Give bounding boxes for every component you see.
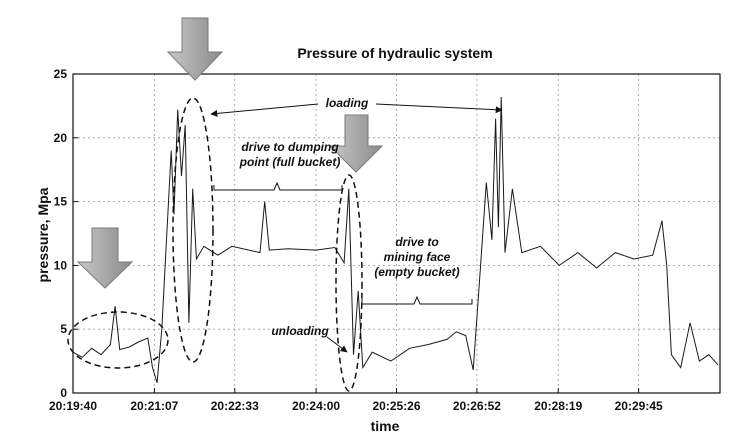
big-down-arrow-loading	[166, 17, 224, 81]
x-tick-label-7: 20:29:45	[615, 399, 663, 413]
big-down-arrow-unloading	[328, 114, 384, 173]
y-tick-label-2: 10	[54, 258, 68, 272]
y-tick-label-1: 5	[60, 322, 67, 336]
y-tick-label-0: 0	[60, 386, 67, 400]
annotation-drive-empty-line1: drive to	[395, 235, 438, 249]
x-tick-label-3: 20:24:00	[292, 399, 340, 413]
region-ellipse-idle	[67, 311, 169, 369]
loading-arrow-left	[210, 103, 319, 117]
bracket-drive-full	[213, 181, 343, 191]
annotation-drive-full-line1: drive to dumping	[241, 140, 339, 154]
big-down-arrow-idle	[76, 227, 134, 289]
x-tick-label-1: 20:21:07	[130, 399, 178, 413]
x-axis-ticks: 20:19:40 20:21:07 20:22:33 20:24:00 20:25:26…	[49, 388, 663, 413]
annotation-drive-empty-line3: (empty bucket)	[374, 265, 459, 279]
x-tick-label-2: 20:22:33	[211, 399, 259, 413]
y-tick-label-5: 25	[54, 67, 68, 81]
unloading-arrow	[326, 336, 348, 353]
x-tick-label-6: 20:28:19	[534, 399, 582, 413]
annotation-unloading: unloading	[271, 324, 329, 338]
annotation-drive-empty-line2: mining face	[384, 250, 451, 264]
y-axis-ticks: 0 5 10 15 20 25	[54, 67, 78, 400]
grid-lines	[73, 74, 720, 393]
bracket-drive-empty	[361, 295, 473, 305]
y-axis-label: pressure, Mpa	[35, 187, 51, 282]
chart-title: Pressure of hydraulic system	[297, 45, 492, 61]
x-tick-label-4: 20:25:26	[372, 399, 420, 413]
x-axis-label: time	[371, 418, 400, 434]
x-tick-label-0: 20:19:40	[49, 399, 97, 413]
loading-arrow-right	[375, 103, 503, 114]
y-tick-label-4: 20	[54, 131, 68, 145]
region-ellipse-loading-1	[172, 97, 214, 363]
annotation-loading: loading	[326, 96, 369, 110]
series-line-pressure	[72, 96, 719, 383]
x-tick-label-5: 20:26:52	[453, 399, 501, 413]
region-ellipse-unloading	[335, 174, 363, 392]
annotation-drive-full-line2: point (full bucket)	[239, 155, 341, 169]
y-tick-label-3: 15	[54, 195, 68, 209]
